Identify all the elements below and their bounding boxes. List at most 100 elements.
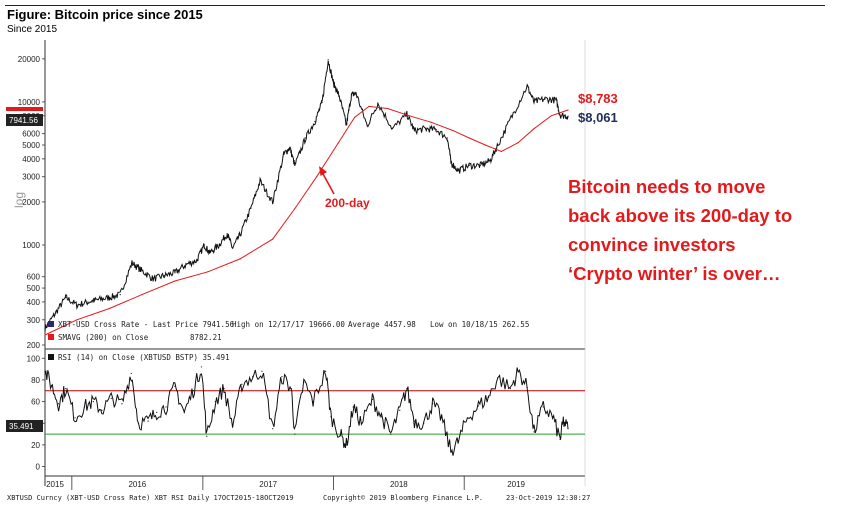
price-point bbox=[305, 137, 307, 139]
sma-point bbox=[550, 115, 552, 117]
commentary-line: convince investors bbox=[568, 234, 736, 255]
legend-sma-swatch bbox=[48, 334, 54, 340]
legend-price-swatch bbox=[48, 321, 54, 327]
rsi-point bbox=[261, 370, 263, 372]
rsi-point bbox=[165, 406, 167, 408]
price-point bbox=[119, 294, 121, 296]
sma-point bbox=[141, 294, 143, 296]
price-point bbox=[526, 85, 528, 87]
price-point bbox=[489, 159, 491, 162]
rsi-point bbox=[206, 435, 208, 437]
price-tick-label: 600 bbox=[27, 273, 41, 282]
footer-copyright: Copyright© 2019 Bloomberg Finance L.P. bbox=[323, 494, 484, 502]
rsi-point bbox=[509, 387, 511, 390]
legend-high: High on 12/17/17 19666.00 bbox=[232, 320, 345, 329]
sma-point bbox=[76, 319, 78, 321]
price-point bbox=[163, 275, 165, 277]
price-point bbox=[533, 101, 535, 103]
log-scale-label: log bbox=[12, 192, 26, 208]
price-series-group bbox=[44, 59, 569, 336]
rsi-point bbox=[330, 416, 332, 418]
rsi-point bbox=[562, 420, 564, 422]
price-point bbox=[350, 94, 353, 96]
rsi-point bbox=[567, 428, 569, 430]
price-point bbox=[468, 164, 470, 167]
price-point bbox=[435, 129, 437, 131]
rsi-point bbox=[526, 386, 528, 389]
rsi-point bbox=[477, 405, 480, 407]
legend-price: XBT-USD Cross Rate - Last Price 7941.56 bbox=[58, 320, 235, 329]
rsi-point bbox=[352, 406, 354, 408]
price-point bbox=[345, 124, 348, 126]
rsi-point bbox=[290, 387, 292, 390]
rsi-point bbox=[345, 444, 348, 446]
price-point bbox=[479, 164, 481, 167]
price-tick-label: 400 bbox=[27, 298, 41, 307]
rsi-point bbox=[413, 420, 416, 422]
price-value-label: $8,061 bbox=[578, 110, 618, 125]
rsi-point bbox=[294, 433, 296, 435]
rsi-point bbox=[432, 403, 434, 405]
price-point bbox=[327, 59, 329, 61]
rsi-point bbox=[303, 381, 305, 383]
rsi-axis-ticks: 020406080100 bbox=[27, 354, 45, 472]
price-point bbox=[377, 102, 379, 104]
sma-line bbox=[44, 105, 569, 336]
price-point bbox=[424, 128, 427, 130]
price-value-box bbox=[6, 114, 43, 126]
sma-point bbox=[408, 115, 411, 117]
rsi-point bbox=[223, 387, 225, 390]
price-point bbox=[185, 263, 187, 266]
footer-timestamp: 23-Oct-2019 12:30:27 bbox=[506, 494, 591, 502]
price-point bbox=[446, 137, 448, 139]
rsi-point bbox=[441, 417, 443, 419]
sma-value-marker bbox=[6, 107, 43, 111]
price-tick-label: 1000 bbox=[22, 241, 40, 250]
year-label: 2015 bbox=[46, 480, 64, 489]
price-point bbox=[44, 327, 46, 329]
price-point bbox=[97, 299, 99, 301]
footer-source: XBTUSD Curncy (XBT-USD Cross Rate) XBT R… bbox=[7, 494, 294, 502]
sma-annotation-arrowhead bbox=[319, 166, 327, 176]
rsi-point bbox=[390, 433, 392, 435]
commentary-line: Bitcoin needs to move bbox=[568, 176, 766, 197]
sma-point bbox=[294, 207, 296, 210]
price-point bbox=[332, 82, 335, 84]
rsi-tick-label: 20 bbox=[31, 441, 40, 450]
rsi-point bbox=[58, 403, 60, 405]
rsi-point bbox=[174, 385, 176, 388]
rsi-point bbox=[192, 390, 194, 392]
price-point bbox=[250, 207, 252, 210]
sma-point bbox=[430, 121, 432, 123]
sma-point bbox=[567, 109, 569, 111]
price-point bbox=[355, 92, 357, 94]
sma-point bbox=[517, 141, 519, 144]
price-point bbox=[511, 115, 513, 117]
rsi-point bbox=[44, 370, 46, 372]
legend-rsi-swatch bbox=[48, 354, 54, 360]
year-label: 2019 bbox=[507, 480, 525, 489]
rsi-point bbox=[423, 422, 425, 424]
rsi-point bbox=[552, 416, 554, 418]
rsi-point bbox=[147, 420, 149, 422]
rsi-tick-label: 80 bbox=[31, 376, 40, 385]
rsi-tick-label: 0 bbox=[36, 463, 41, 472]
rsi-point bbox=[200, 366, 203, 368]
price-point bbox=[413, 130, 416, 132]
price-tick-label: 4000 bbox=[22, 155, 40, 164]
rsi-line bbox=[44, 367, 569, 456]
rsi-point bbox=[533, 431, 535, 433]
legend-low: Low on 10/18/15 262.55 bbox=[430, 320, 529, 329]
rsi-series-group bbox=[44, 366, 585, 456]
sma-point bbox=[174, 280, 176, 282]
rsi-point bbox=[360, 422, 363, 424]
sma-point bbox=[316, 176, 318, 178]
sma-point bbox=[533, 128, 535, 130]
price-point bbox=[108, 296, 111, 299]
rsi-point bbox=[74, 417, 76, 419]
price-point bbox=[559, 114, 561, 116]
rsi-point bbox=[121, 403, 123, 405]
price-point bbox=[231, 247, 234, 249]
price-point bbox=[555, 99, 557, 101]
rsi-point bbox=[83, 406, 85, 408]
